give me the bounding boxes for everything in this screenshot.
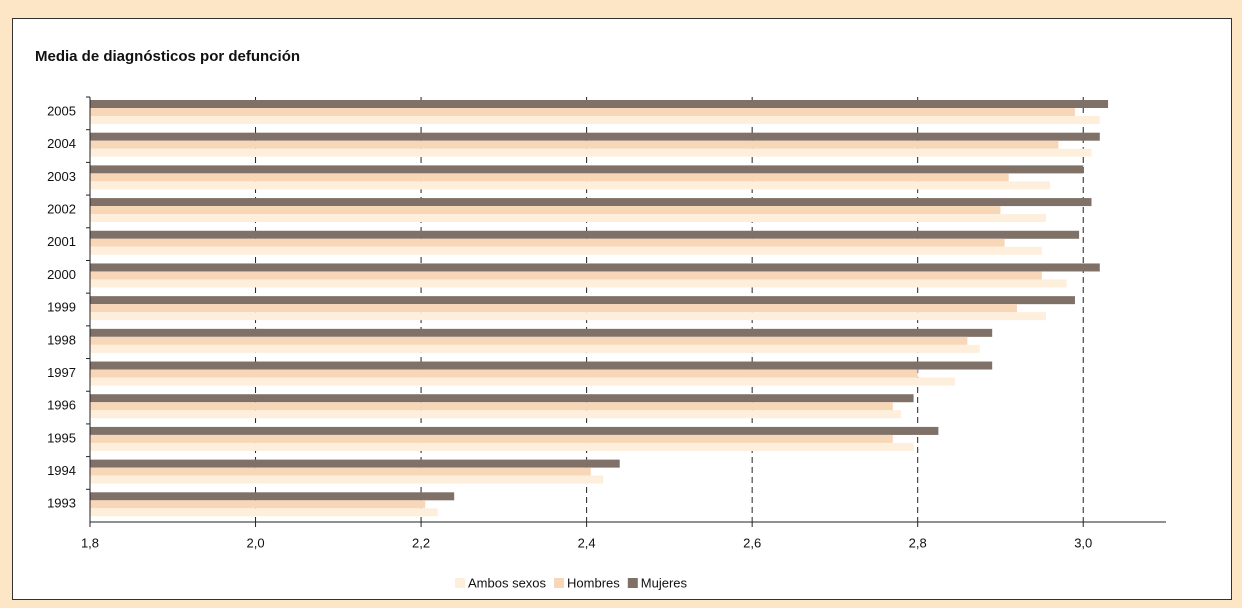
bar (90, 304, 1018, 313)
bar (90, 434, 893, 443)
y-tick-label: 1999 (47, 300, 76, 315)
x-tick-label: 2,6 (743, 535, 761, 550)
bar (90, 206, 1001, 215)
y-tick-label: 2001 (47, 234, 76, 249)
legend-swatch (455, 578, 465, 588)
bar (90, 214, 1046, 223)
legend-label: Hombres (567, 575, 620, 590)
bar (90, 394, 914, 403)
y-tick-label: 1997 (47, 365, 76, 380)
bar (90, 410, 902, 419)
bar (90, 198, 1092, 207)
bar (90, 312, 1046, 321)
bar (90, 271, 1042, 280)
bar (90, 279, 1067, 288)
y-tick-label: 1996 (47, 398, 76, 413)
bar (90, 426, 939, 435)
legend-swatch (554, 578, 565, 588)
bar (90, 181, 1051, 190)
chart-title: Media de diagnósticos por defunción (35, 48, 300, 65)
bar (90, 336, 968, 345)
x-tick-label: 2,0 (246, 535, 264, 550)
bar (90, 173, 1009, 182)
bar (90, 467, 591, 476)
y-tick-label: 2004 (47, 136, 76, 151)
y-tick-label: 1995 (47, 430, 76, 445)
bar (90, 369, 918, 378)
bar (90, 238, 1005, 247)
bar (90, 100, 1109, 108)
bar (90, 116, 1100, 124)
bar (90, 296, 1075, 305)
bar (90, 500, 426, 509)
bar (90, 108, 1075, 116)
legend-label: Mujeres (641, 575, 688, 590)
x-tick-label: 3,0 (1074, 535, 1092, 550)
bar (90, 328, 993, 337)
x-tick-label: 1,8 (81, 535, 99, 550)
bar (90, 459, 620, 468)
bar (90, 492, 455, 501)
y-tick-label: 1998 (47, 332, 76, 347)
bar (90, 263, 1100, 272)
y-tick-label: 1993 (47, 496, 76, 511)
x-tick-label: 2,8 (909, 535, 927, 550)
y-tick-label: 2003 (47, 169, 76, 184)
legend-label: Ambos sexos (468, 575, 547, 590)
bar (90, 402, 893, 411)
bar (90, 132, 1100, 141)
bar (90, 361, 993, 370)
x-tick-label: 2,2 (412, 535, 430, 550)
bar (90, 475, 604, 484)
bar (90, 148, 1092, 157)
bar (90, 140, 1059, 149)
y-tick-label: 1994 (47, 463, 76, 478)
bar (90, 246, 1042, 255)
bar (90, 508, 438, 517)
bar (90, 165, 1084, 174)
bar (90, 230, 1080, 239)
y-tick-label: 2005 (47, 103, 76, 118)
x-tick-label: 2,4 (578, 535, 596, 550)
y-tick-label: 2002 (47, 202, 76, 217)
legend-swatch (627, 578, 638, 588)
bar (90, 377, 955, 386)
bar (90, 344, 980, 353)
bar (90, 442, 914, 451)
y-tick-label: 2000 (47, 267, 76, 282)
